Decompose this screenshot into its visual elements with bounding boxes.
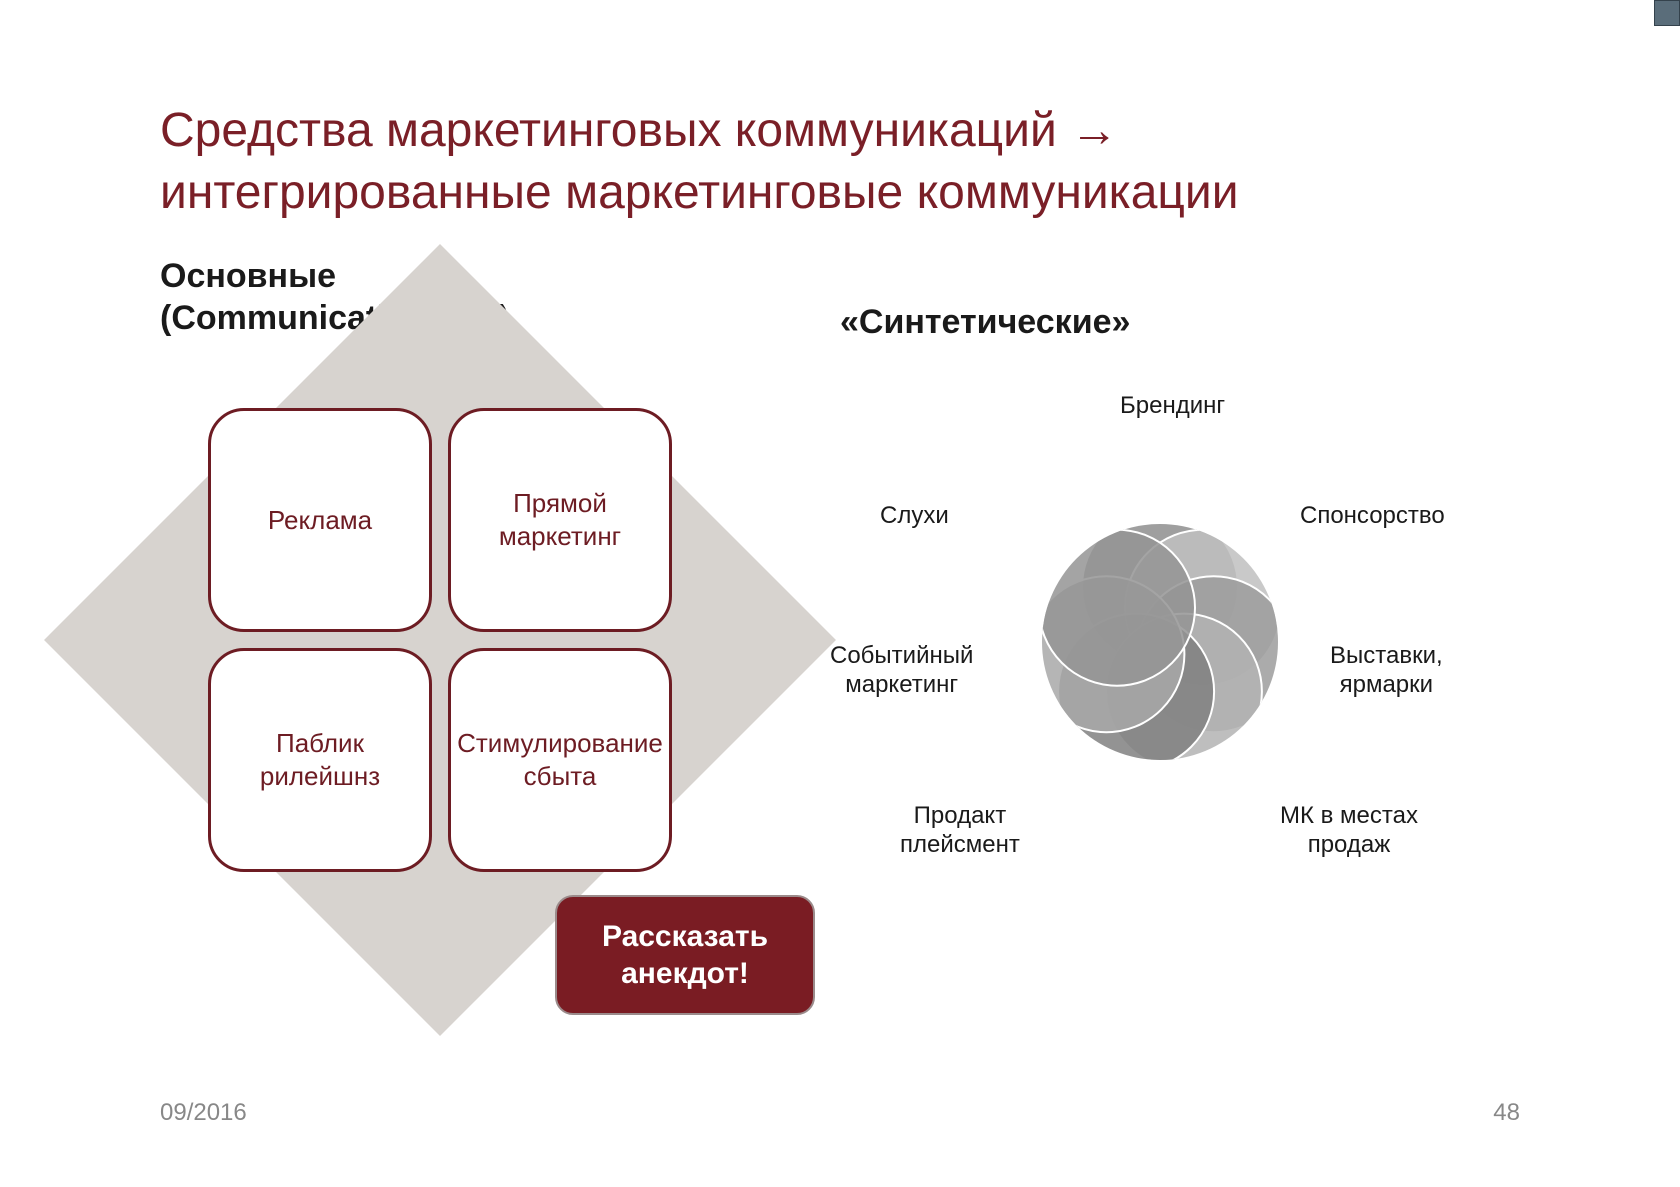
synthetic-label: Продакт плейсмент: [900, 802, 1020, 860]
aperture-svg: [1040, 522, 1280, 762]
footer-date: 09/2016: [160, 1099, 247, 1127]
content-columns: Основные (Communication-mix) Реклама Пря…: [160, 255, 1520, 922]
slide: Средства маркетинговых коммуникаций → ин…: [0, 0, 1680, 1187]
synthetic-label: Слухи: [880, 502, 949, 531]
title-line-1: Средства маркетинговых коммуникаций →: [160, 104, 1118, 157]
matrix-cell-direct-marketing: Прямой маркетинг: [448, 408, 672, 632]
right-column: «Синтетические» Брендинг Слухи Спонсорство…: [840, 255, 1520, 922]
matrix-cell-pr: Паблик рилейшнз: [208, 648, 432, 872]
left-heading-line-1: Основные: [160, 257, 336, 295]
synthetic-diagram: БрендингСлухиСпонсорствоСобытийный марке…: [840, 362, 1480, 922]
matrix-cell-reklama: Реклама: [208, 408, 432, 632]
left-column: Основные (Communication-mix) Реклама Пря…: [160, 255, 780, 922]
matrix-diagram: Реклама Прямой маркетинг Паблик рилейшнз…: [160, 360, 720, 920]
synthetic-label: Спонсорство: [1300, 502, 1445, 531]
footer-page-number: 48: [1493, 1099, 1520, 1127]
synthetic-label: Брендинг: [1120, 392, 1225, 421]
synthetic-label: МК в местах продаж: [1280, 802, 1418, 860]
synthetic-label: Событийный маркетинг: [830, 642, 973, 700]
title-line-2: интегрированные маркетинговые коммуникац…: [160, 166, 1239, 219]
anecdote-callout[interactable]: Рассказать анекдот!: [555, 895, 815, 1015]
slide-title: Средства маркетинговых коммуникаций → ин…: [160, 100, 1520, 225]
synthetic-label: Выставки, ярмарки: [1330, 642, 1443, 700]
corner-badge-icon: [1654, 0, 1680, 26]
matrix-grid: Реклама Прямой маркетинг Паблик рилейшнз…: [208, 408, 672, 872]
aperture-icon: [1040, 522, 1280, 762]
right-heading: «Синтетические»: [840, 303, 1520, 342]
matrix-cell-sales-promotion: Стимулирование сбыта: [448, 648, 672, 872]
